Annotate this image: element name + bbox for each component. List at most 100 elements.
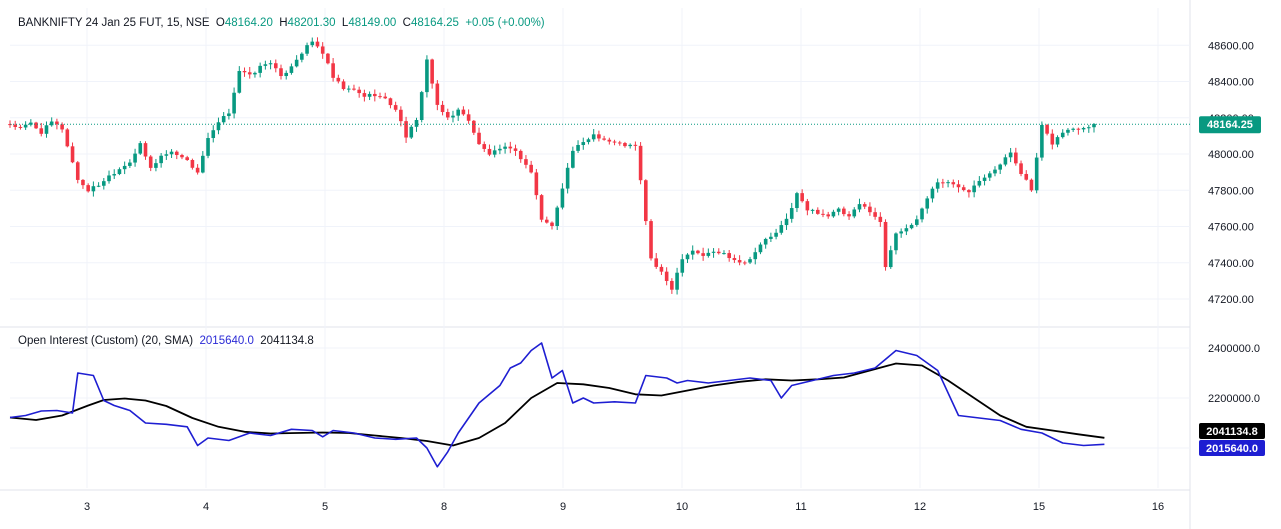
oi-tick-label: 2200000.0	[1208, 393, 1260, 405]
candle-body	[706, 252, 711, 256]
candle-body	[440, 104, 445, 113]
time-tick-label: 15	[1033, 501, 1045, 513]
time-tick-label: 11	[795, 501, 806, 513]
candle-body	[253, 72, 257, 75]
candle-body	[112, 174, 117, 176]
price-tick-label: 47800.00	[1208, 185, 1254, 197]
candle-body	[154, 163, 158, 168]
candle-body	[1045, 124, 1049, 134]
candle-body	[472, 120, 476, 133]
candle-body	[29, 122, 33, 125]
candle-body	[753, 252, 758, 260]
candle-body	[868, 206, 872, 213]
candle-body	[815, 209, 820, 214]
candle-body	[435, 83, 440, 105]
candle-body	[451, 115, 455, 118]
candle-body	[675, 272, 679, 290]
candle-body	[550, 222, 554, 226]
candle-body	[227, 113, 231, 117]
candle-body	[216, 122, 221, 131]
candle-body	[763, 238, 768, 245]
candle-body	[961, 187, 966, 191]
legend-low-value: 48149.00	[348, 17, 397, 29]
candle-body	[1050, 133, 1055, 145]
oi-tick-label: 2400000.0	[1208, 343, 1260, 355]
candle-body	[659, 266, 664, 272]
candle-body	[982, 177, 987, 181]
candle-body	[247, 72, 252, 75]
candle-body	[300, 53, 304, 60]
candle-body	[977, 180, 982, 186]
candle-body	[967, 190, 971, 193]
candle-body	[711, 251, 716, 253]
candle-body	[138, 143, 143, 154]
legend-high-label: H	[279, 17, 288, 29]
candle-body	[44, 125, 49, 134]
oi-line	[9, 342, 1105, 468]
candle-body	[524, 159, 528, 165]
candle-body	[680, 259, 685, 273]
candle-body	[492, 150, 497, 155]
candle-body	[633, 144, 638, 146]
oi-legend-label: Open Interest (Custom) (20, SMA)	[18, 335, 194, 347]
legend-low-label: L	[341, 17, 349, 29]
candle-body	[894, 233, 898, 251]
candle-body	[425, 59, 429, 93]
candle-body	[367, 93, 372, 97]
candle-body	[34, 122, 38, 129]
candle-body	[529, 164, 533, 173]
candle-body	[96, 185, 101, 187]
candle-body	[946, 182, 950, 184]
candle-body	[409, 126, 414, 138]
candle-body	[690, 250, 695, 255]
candle-body	[102, 181, 106, 186]
candle-body	[842, 208, 846, 215]
candle-body	[258, 65, 262, 73]
candle-body	[852, 209, 857, 217]
price-tick-label: 47200.00	[1208, 294, 1254, 306]
candle-body	[508, 146, 513, 149]
price-tick-label: 48400.00	[1208, 77, 1254, 89]
candle-body	[13, 124, 18, 127]
candle-body	[273, 63, 278, 69]
candle-body	[352, 88, 356, 90]
candle-body	[654, 258, 659, 267]
candle-body	[821, 213, 825, 215]
last-price-tag-label: 48164.25	[1207, 119, 1253, 131]
candle-body	[925, 198, 930, 209]
candle-body	[597, 134, 601, 139]
candle-body	[987, 173, 992, 178]
time-tick-label: 5	[322, 501, 328, 513]
candle-body	[518, 150, 523, 160]
legend-close-label: C	[402, 17, 411, 29]
candle-body	[414, 119, 419, 127]
candle-body	[565, 167, 570, 189]
candle-body	[65, 129, 70, 147]
candle-body	[649, 221, 653, 259]
candle-body	[915, 219, 919, 225]
candle-body	[419, 92, 424, 120]
candle-body	[972, 185, 976, 193]
candle-body	[732, 258, 737, 261]
candle-body	[498, 148, 502, 151]
candle-body	[586, 139, 591, 143]
candle-body	[951, 182, 956, 185]
candle-body	[242, 71, 247, 73]
candle-body	[268, 63, 273, 65]
candle-body	[289, 66, 294, 73]
candle-body	[133, 153, 137, 163]
candle-body	[466, 114, 471, 121]
candle-body	[315, 41, 320, 47]
candle-body	[795, 193, 799, 209]
candle-body	[39, 128, 44, 134]
candle-body	[1034, 157, 1039, 191]
candle-body	[555, 207, 560, 226]
candle-body	[201, 155, 205, 173]
legend-open-label: O	[215, 17, 225, 29]
candle-body	[602, 138, 606, 140]
candle-body	[617, 142, 622, 144]
candle-body	[49, 121, 54, 126]
candle-body	[847, 214, 851, 217]
candle-body	[346, 88, 351, 90]
